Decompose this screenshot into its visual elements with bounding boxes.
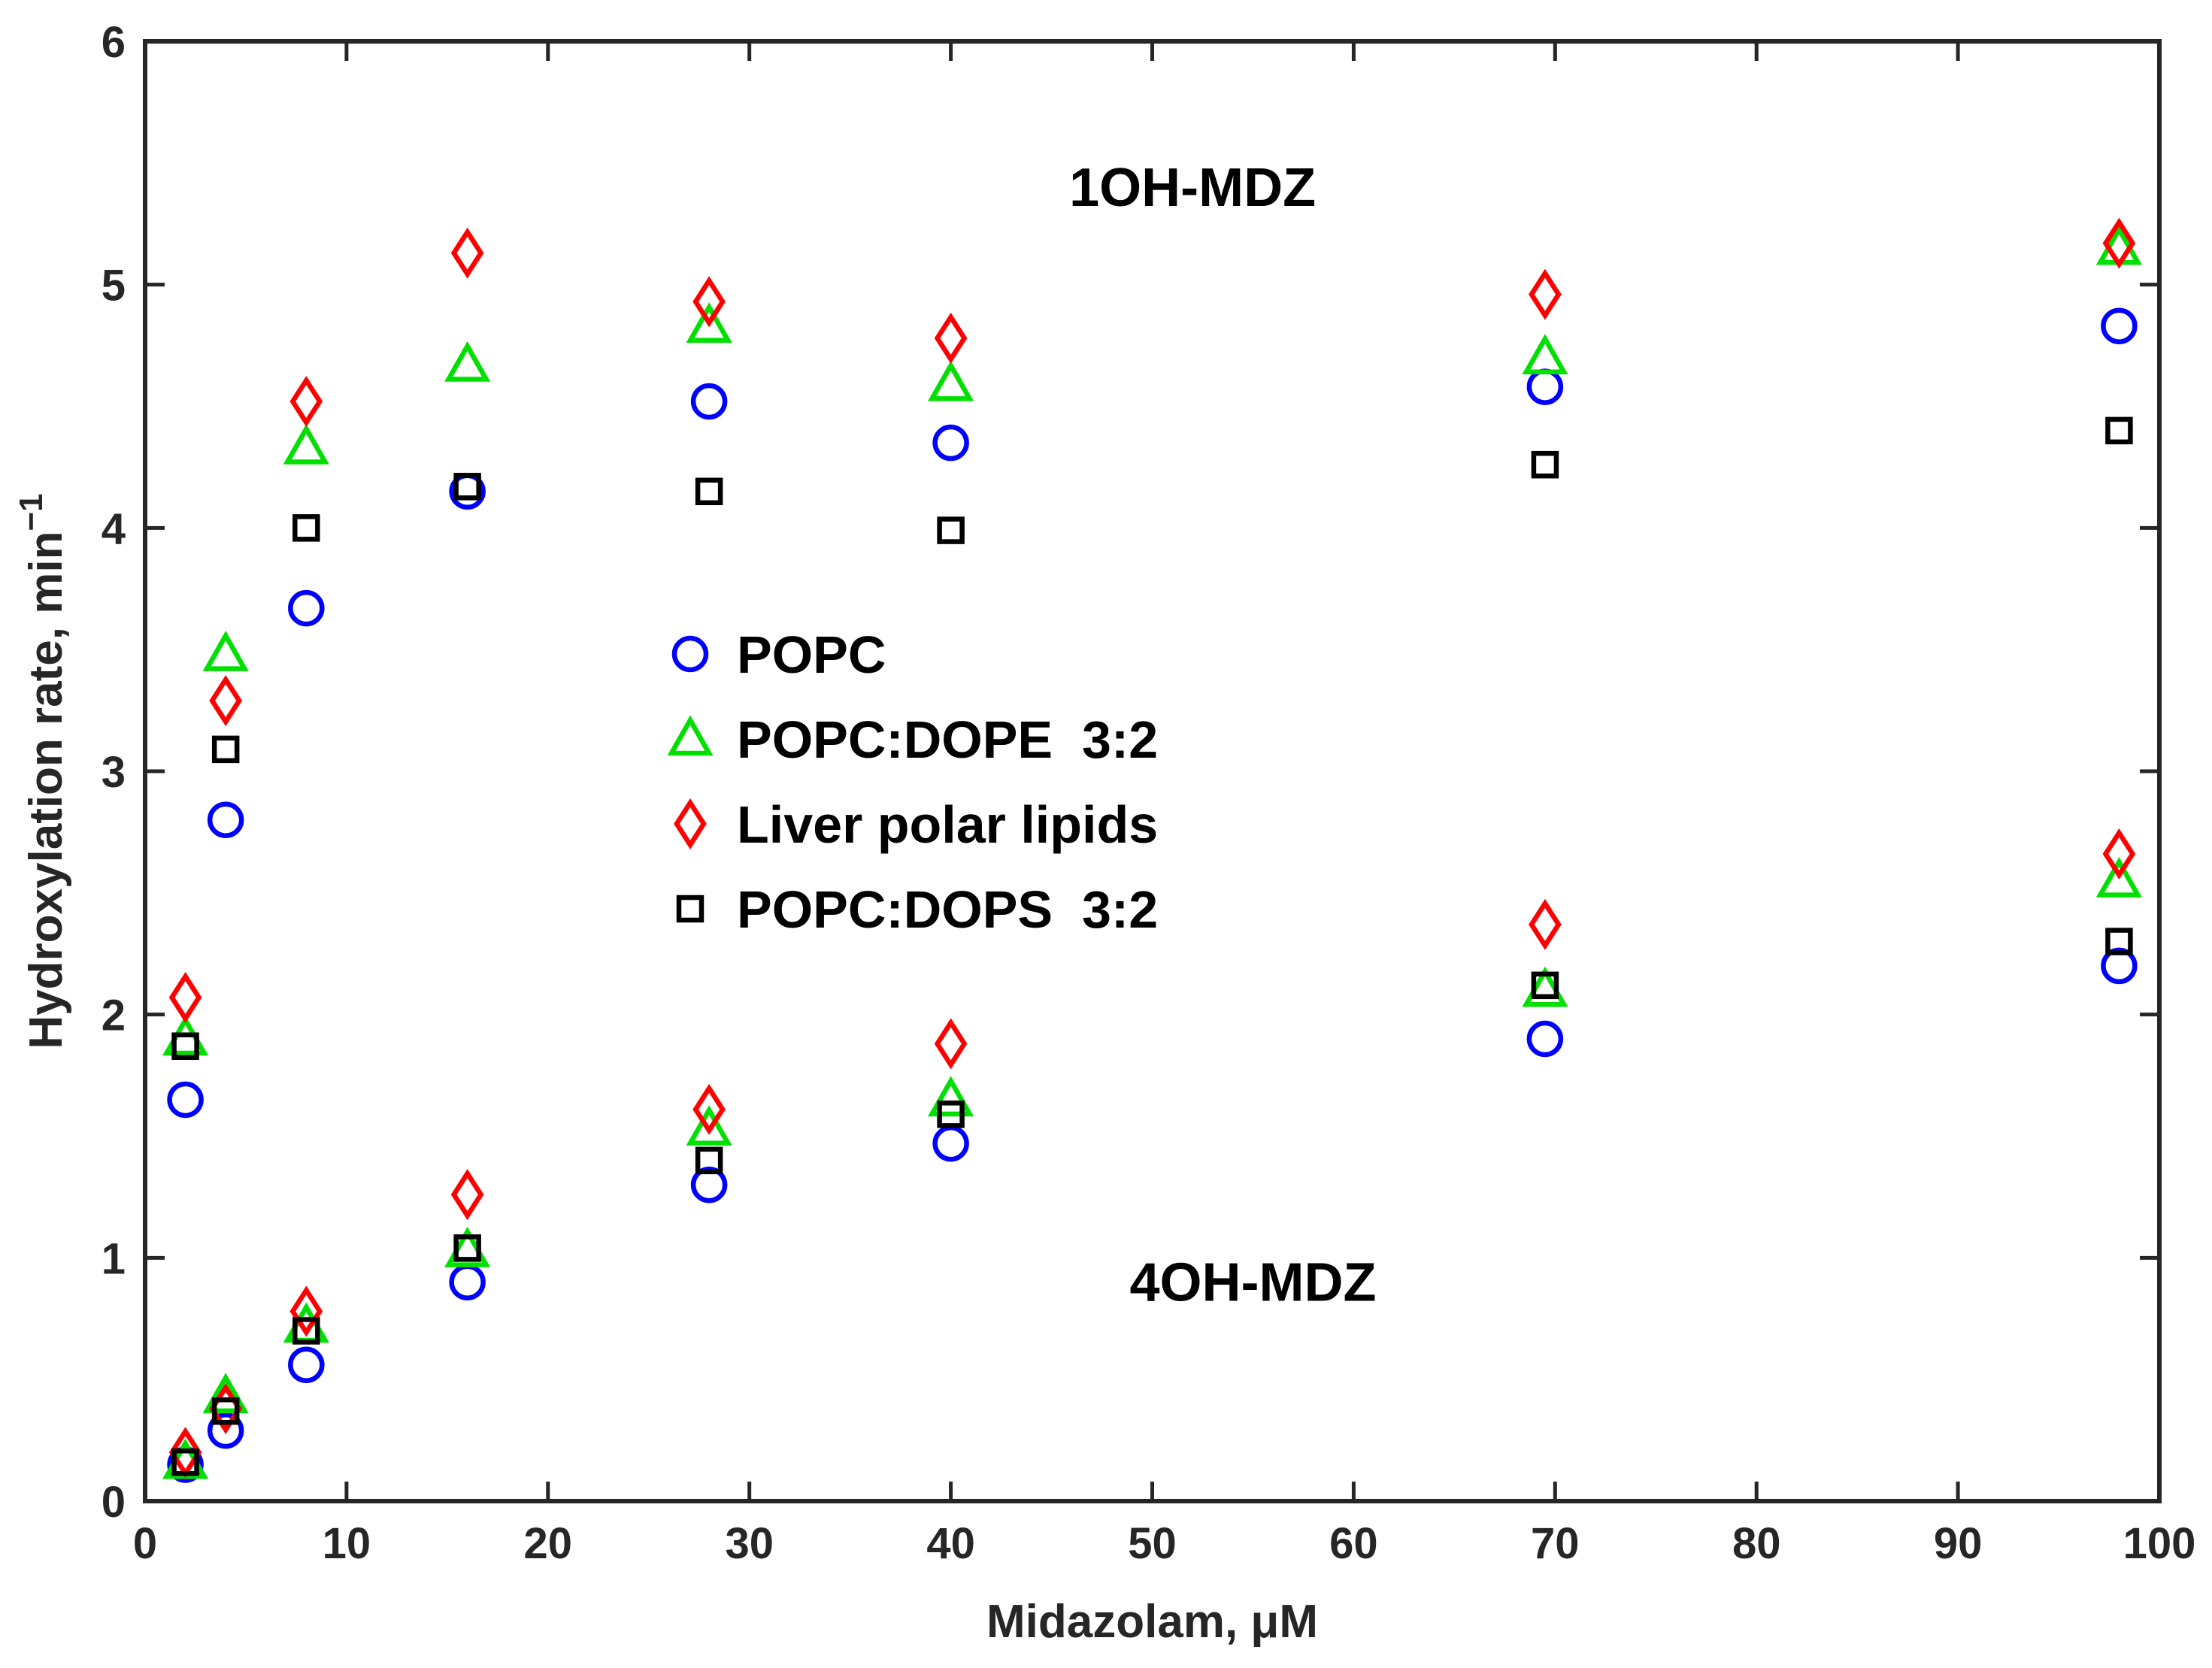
point-1oh [695, 477, 723, 506]
x-tick-label: 20 [524, 1519, 573, 1568]
legend-entry: POPC [737, 625, 886, 684]
point-4oh [1531, 971, 1559, 1000]
series-popc-dops-3-2 [171, 416, 2133, 1476]
x-tick-label: 40 [926, 1519, 975, 1568]
point-4oh [2105, 928, 2133, 955]
point-4oh [450, 1169, 484, 1221]
point-1oh [1529, 268, 1562, 320]
point-4oh [449, 1264, 486, 1300]
x-tick-label: 50 [1128, 1519, 1177, 1568]
annotation-1oh-mdz: 1OH-MDZ [1069, 158, 1316, 218]
point-1oh [932, 424, 969, 462]
y-tick-label: 4 [102, 504, 126, 553]
point-4oh [2095, 857, 2143, 898]
legend-marker [671, 635, 709, 673]
y-tick-label: 6 [102, 18, 126, 67]
point-4oh [690, 1166, 728, 1203]
x-tick-label: 0 [133, 1519, 157, 1568]
point-1oh [928, 360, 974, 401]
point-1oh [211, 735, 240, 764]
point-1oh [283, 423, 329, 465]
point-4oh [1529, 898, 1562, 950]
point-1oh [288, 589, 325, 627]
point-4oh [288, 1346, 325, 1383]
y-tick-label: 0 [102, 1478, 126, 1527]
point-4oh [453, 1234, 481, 1262]
point-1oh [1526, 368, 1564, 405]
y-axis-label: Hydroxylation rate, min−1 [13, 493, 72, 1049]
point-4oh [292, 1317, 320, 1345]
point-4oh [289, 1285, 323, 1337]
point-1oh [690, 383, 728, 420]
point-1oh [444, 341, 491, 382]
legend-entry: POPC:DOPE 3:2 [737, 710, 1158, 769]
y-tick-label: 5 [102, 262, 126, 310]
axis-ticks [143, 39, 2162, 1503]
legend-marker [676, 895, 705, 923]
point-4oh [202, 1373, 249, 1414]
point-1oh [692, 276, 726, 328]
annotations: 1OH-MDZ 4OH-MDZ [1069, 158, 1376, 1313]
x-tick-label: 10 [323, 1519, 371, 1568]
point-4oh [1526, 1020, 1564, 1058]
point-1oh [202, 631, 249, 671]
y-axis-label-main: Hydroxylation rate, min [20, 531, 72, 1049]
point-4oh [686, 1105, 732, 1146]
point-1oh [450, 227, 484, 279]
point-1oh [289, 376, 323, 428]
legend-entry: Liver polar lipids [737, 795, 1158, 854]
x-tick-label: 30 [725, 1519, 774, 1568]
y-tick-label: 2 [102, 991, 126, 1040]
point-1oh [2102, 217, 2136, 269]
data-markers [162, 217, 2143, 1483]
x-tick-label: 80 [1732, 1519, 1781, 1568]
point-1oh [937, 516, 965, 544]
y-tick-label: 3 [102, 748, 126, 797]
point-1oh [686, 302, 732, 343]
point-1oh [934, 312, 968, 364]
legend: POPC POPC:DOPE 3:2 Liver polar lipids POPC:… [667, 625, 1158, 939]
x-tick-label: 90 [1934, 1519, 1983, 1568]
point-4oh [171, 1448, 199, 1476]
x-tick-label: 60 [1329, 1519, 1378, 1568]
point-4oh [932, 1125, 969, 1162]
point-4oh [928, 1076, 974, 1117]
point-1oh [1522, 334, 1568, 375]
x-tick-label: 70 [1531, 1519, 1580, 1568]
annotation-4oh-mdz: 4OH-MDZ [1129, 1253, 1376, 1313]
point-1oh [2105, 416, 2133, 445]
x-tick-label: 100 [2123, 1519, 2196, 1568]
y-tick-label: 1 [102, 1234, 126, 1283]
point-4oh [937, 1100, 965, 1128]
point-4oh [2101, 947, 2138, 985]
point-1oh [2101, 307, 2138, 344]
point-1oh [168, 971, 202, 1024]
point-4oh [207, 1412, 244, 1449]
point-4oh [692, 1083, 726, 1135]
tick-labels: 0 10 20 30 40 50 60 70 80 90 100 0 1 2 3 4 5 6 [102, 18, 2196, 1568]
x-axis-label: Midazolam, μM [986, 1596, 1318, 1648]
point-1oh [207, 801, 244, 838]
point-4oh [2102, 828, 2136, 880]
point-1oh [1531, 450, 1559, 479]
legend-marker [667, 715, 714, 756]
point-1oh [292, 514, 320, 542]
point-4oh [695, 1146, 723, 1175]
point-1oh [171, 1032, 199, 1060]
point-4oh [211, 1397, 240, 1425]
point-1oh [209, 675, 243, 727]
point-1oh [453, 473, 481, 501]
legend-marker [674, 798, 707, 850]
legend-entry: POPC:DOPS 3:2 [737, 880, 1158, 939]
point-1oh [167, 1081, 204, 1119]
point-4oh [934, 1018, 968, 1070]
y-axis-label-superscript: −1 [13, 493, 50, 531]
